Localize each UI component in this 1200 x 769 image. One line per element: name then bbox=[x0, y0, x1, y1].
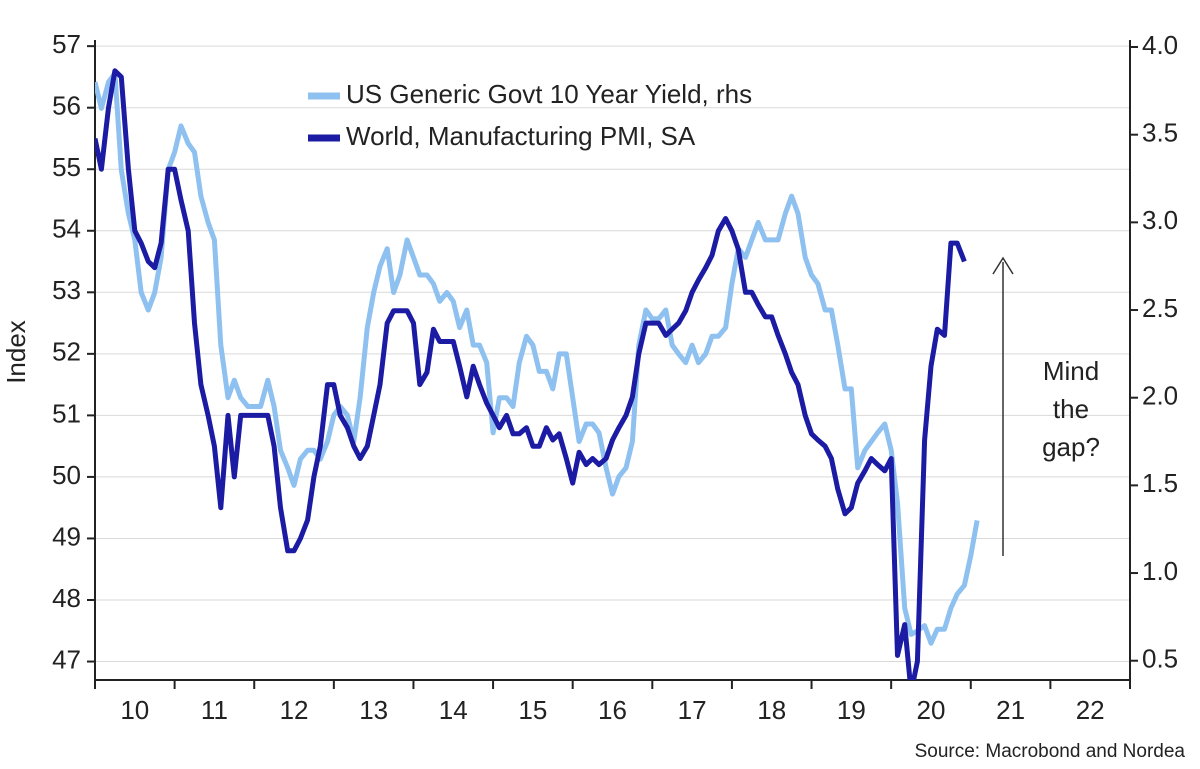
y2-tick-label: 0.5 bbox=[1142, 644, 1178, 674]
x-tick-label: 18 bbox=[757, 695, 786, 725]
y2-tick-label: 1.5 bbox=[1142, 468, 1178, 498]
x-tick-label: 17 bbox=[678, 695, 707, 725]
x-tick-label: 21 bbox=[996, 695, 1025, 725]
x-tick-label: 20 bbox=[917, 695, 946, 725]
y-tick-label: 47 bbox=[52, 644, 81, 674]
annotation-text: the bbox=[1053, 394, 1089, 424]
x-tick-label: 13 bbox=[359, 695, 388, 725]
y-tick-label: 56 bbox=[52, 91, 81, 121]
legend-label: World, Manufacturing PMI, SA bbox=[346, 121, 696, 151]
annotation-text: gap? bbox=[1042, 432, 1100, 462]
source-note: Source: Macrobond and Nordea bbox=[915, 741, 1186, 762]
y-axis-label: Index bbox=[1, 320, 31, 384]
x-tick-label: 16 bbox=[598, 695, 627, 725]
y2-tick-label: 2.5 bbox=[1142, 293, 1178, 323]
y2-tick-label: 3.0 bbox=[1142, 205, 1178, 235]
x-tick-label: 11 bbox=[201, 695, 228, 725]
y-tick-label: 49 bbox=[52, 521, 81, 551]
y-tick-label: 57 bbox=[52, 29, 81, 59]
x-tick-label: 22 bbox=[1076, 695, 1105, 725]
legend-label: US Generic Govt 10 Year Yield, rhs bbox=[346, 79, 752, 109]
y-tick-label: 48 bbox=[52, 583, 81, 613]
x-tick-label: 12 bbox=[280, 695, 309, 725]
series-line bbox=[95, 68, 967, 680]
y2-tick-label: 3.5 bbox=[1142, 118, 1178, 148]
series-line bbox=[95, 70, 980, 646]
x-tick-label: 19 bbox=[837, 695, 866, 725]
y-tick-label: 51 bbox=[52, 398, 81, 428]
y-tick-label: 54 bbox=[52, 214, 81, 244]
y-tick-label: 50 bbox=[52, 460, 81, 490]
x-tick-label: 14 bbox=[439, 695, 468, 725]
y2-tick-label: 4.0 bbox=[1142, 30, 1178, 60]
y-tick-label: 55 bbox=[52, 152, 81, 182]
annotation-arrowhead bbox=[992, 256, 1014, 275]
annotation-text: Mind bbox=[1043, 356, 1099, 386]
y2-tick-label: 1.0 bbox=[1142, 556, 1178, 586]
y-tick-label: 53 bbox=[52, 275, 81, 305]
y2-tick-label: 2.0 bbox=[1142, 381, 1178, 411]
plot-lines bbox=[95, 68, 980, 680]
x-tick-label: 15 bbox=[518, 695, 547, 725]
x-tick-label: 10 bbox=[120, 695, 149, 725]
y-tick-label: 52 bbox=[52, 337, 81, 367]
